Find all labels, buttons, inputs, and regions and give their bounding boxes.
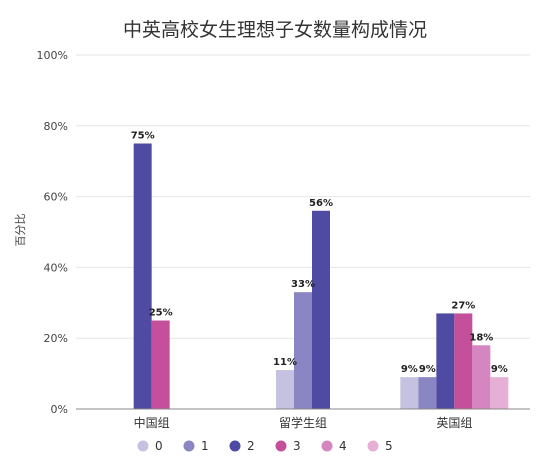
y-tick-label: 60% [44,191,68,204]
data-label: 18% [469,332,493,343]
x-tick-label: 留学生组 [279,415,327,430]
data-label: 75% [131,131,155,142]
bar-series-4-3 [472,345,491,409]
data-label: 11% [273,357,297,368]
y-axis-label: 百分比 [14,214,27,247]
legend-label: 1 [201,439,209,453]
chart-title: 中英高校女生理想子女数量构成情况 [123,19,427,41]
x-tick-label: 英国组 [436,416,472,430]
legend-swatch [275,440,287,452]
bar-series-3-3 [454,313,473,409]
legend-swatch [367,440,379,452]
y-tick-label: 100% [37,49,68,62]
x-tick-label: 中国组 [134,415,170,430]
legend-swatch [137,440,149,452]
bar-series-1-3 [418,377,437,409]
bar-series-2-1 [133,143,152,409]
bars-layer [133,143,509,409]
legend-swatch [183,440,195,452]
legend-label: 0 [155,439,163,453]
data-label: 9% [491,364,508,375]
y-tick-label: 20% [44,332,68,345]
bar-series-5-3 [490,377,509,409]
legend-label: 4 [339,439,347,453]
data-labels-layer: 75%25%11%33%56%9% 9%27%18%9% [131,131,508,376]
legend-label: 2 [247,439,255,453]
data-label: 56% [309,198,333,209]
bar-series-3-1 [151,320,170,409]
data-label: 33% [291,279,315,290]
y-tick-label: 0% [51,403,68,416]
legend-swatch [229,440,241,452]
bar-series-0-2 [276,370,294,409]
y-tick-label: 40% [44,261,68,274]
y-tick-label: 80% [44,120,68,133]
legend-swatch [321,440,333,452]
bar-series-2-2 [312,210,330,409]
legend-label: 5 [385,439,393,453]
axis-layer: 0% 20% 40% 60% 80% 100% 中国组 留学生组 英国组 [37,49,530,430]
data-label: 9% [419,364,436,375]
data-label: 27% [451,300,475,311]
data-label: 25% [149,308,173,319]
legend-label: 3 [293,439,301,453]
legend: 0 1 2 3 4 5 [137,439,393,453]
bar-series-1-2 [294,292,312,409]
data-label: 9% [401,364,418,375]
bar-series-0-3 [400,377,419,409]
bar-series-2-3 [436,313,455,409]
